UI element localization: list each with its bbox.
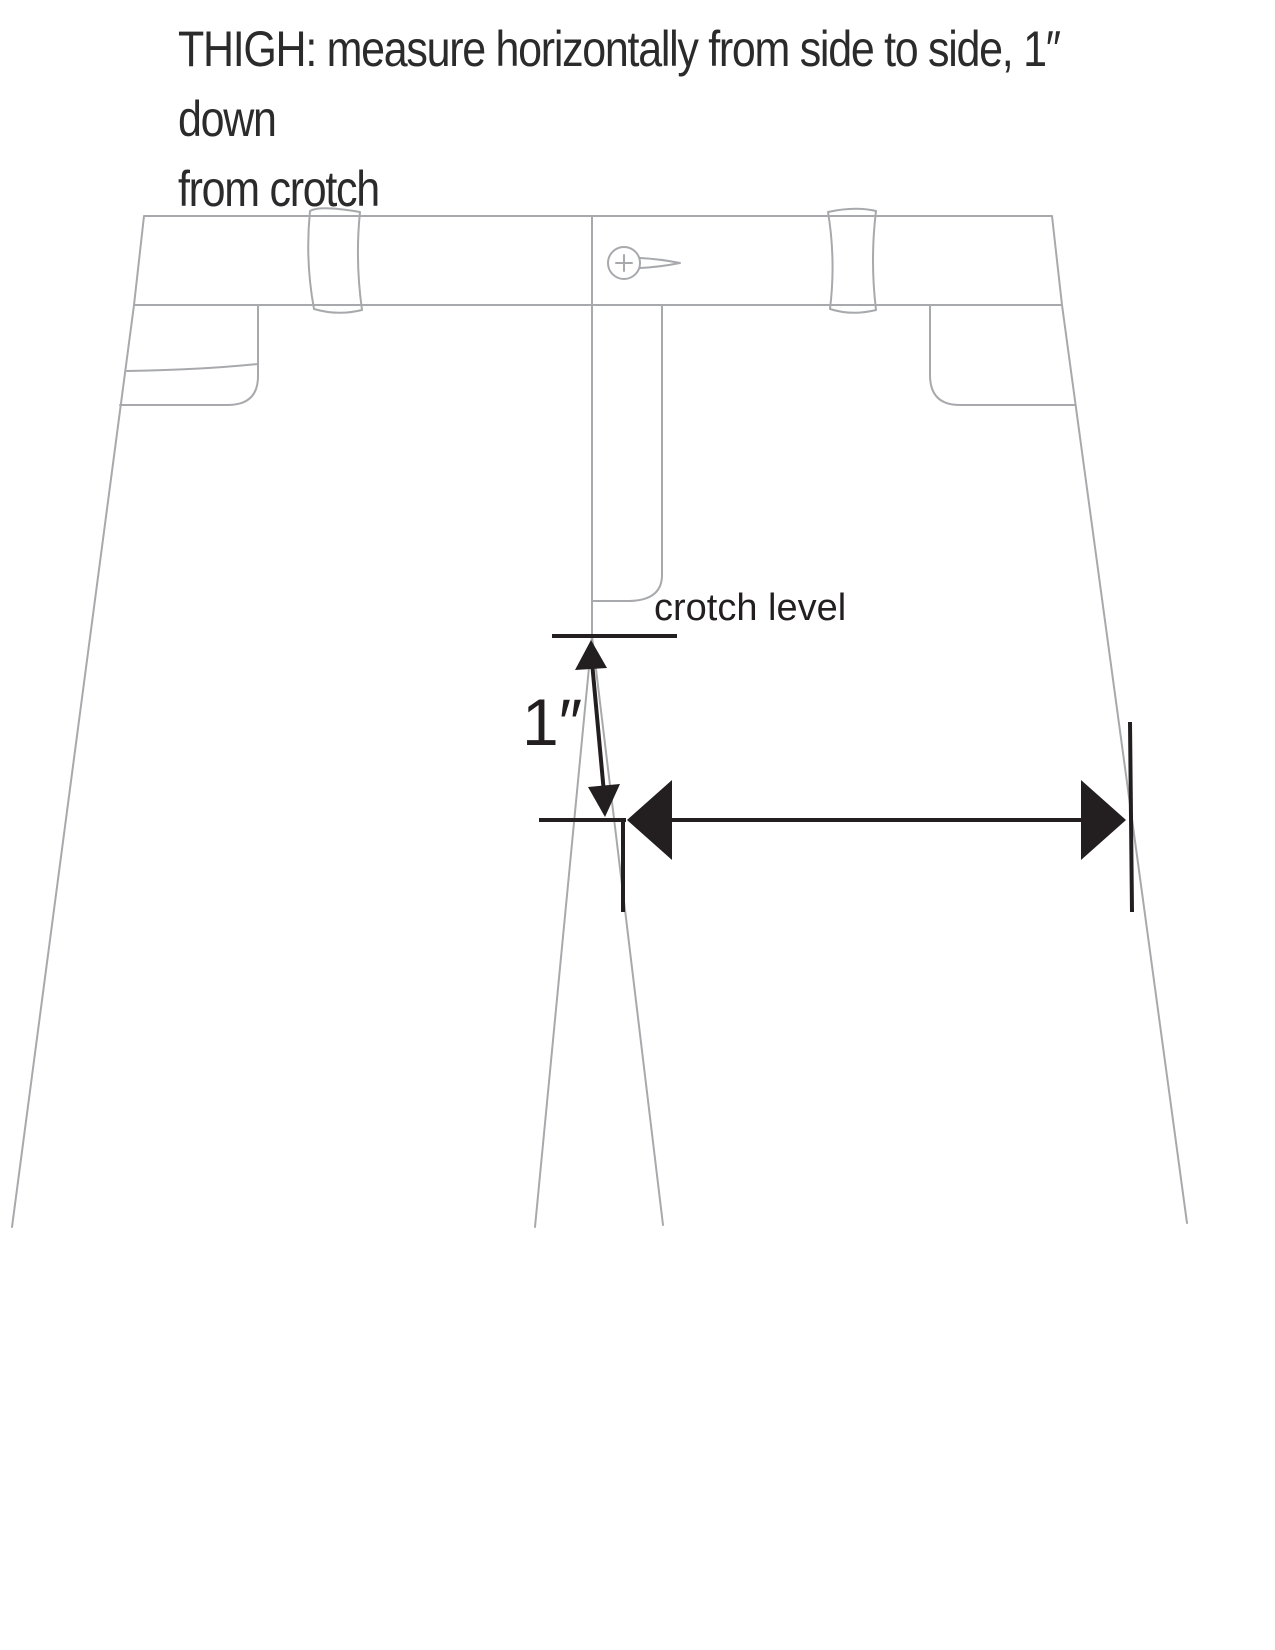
measurement-marks: crotch level 1″ [522,587,1134,913]
one-inch-arrow-up [575,640,607,670]
belt-loop-right [827,207,877,314]
one-inch-label: 1″ [522,685,582,759]
instruction-line-1: THIGH: measure horizontally from side to… [178,21,1061,147]
pocket-left [119,304,259,406]
right-outseam [1061,304,1188,1224]
crotch-level-label: crotch level [654,587,846,629]
right-inseam [591,635,664,1226]
pants-outline [11,207,1188,1228]
button-icon [607,246,681,280]
thigh-arrow-left [627,780,672,860]
belt-loop-left [307,207,363,314]
instruction-text: THIGH: measure horizontally from side to… [178,14,1107,224]
instruction-line-2: from crotch [178,161,380,217]
pocket-left-coin [126,363,259,372]
waistband [133,215,1063,306]
thigh-arrow-right [1081,780,1126,860]
left-inseam [534,635,593,1228]
fly-stitching [591,304,663,602]
one-inch-arrow-shaft [590,661,606,794]
one-inch-arrow-down [588,784,620,817]
thigh-right-tick [1128,721,1134,913]
left-outseam [11,304,135,1228]
pocket-right [929,304,1076,406]
